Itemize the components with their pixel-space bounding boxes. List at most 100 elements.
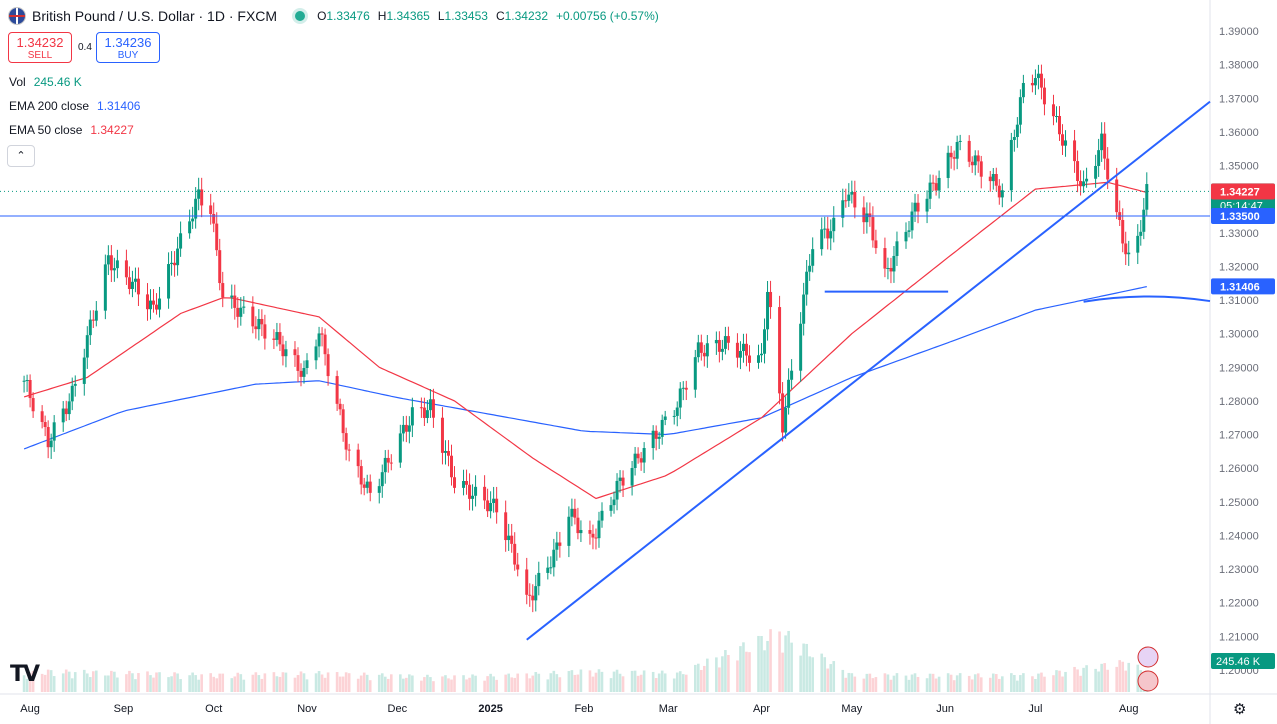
y-tick-label: 1.32000 bbox=[1219, 261, 1259, 273]
candle-body bbox=[976, 155, 980, 162]
candle-body bbox=[28, 379, 32, 399]
sell-button[interactable]: 1.34232 SELL bbox=[8, 32, 72, 63]
collapse-legend-button[interactable]: ⌃ bbox=[7, 145, 35, 167]
candle-body bbox=[212, 213, 216, 224]
volume-legend[interactable]: Vol 245.46 K bbox=[9, 75, 82, 89]
volume-bar bbox=[955, 675, 959, 692]
volume-bar bbox=[462, 675, 465, 692]
candle-body bbox=[949, 152, 953, 158]
candle-body bbox=[173, 262, 177, 266]
volume-bar bbox=[528, 678, 532, 692]
volume-bar bbox=[706, 658, 709, 692]
candle-body bbox=[305, 360, 309, 368]
candle-body bbox=[865, 213, 869, 223]
candle-body bbox=[197, 189, 201, 199]
volume-bar bbox=[1037, 673, 1040, 692]
candle-body bbox=[769, 291, 773, 308]
volume-bar bbox=[82, 669, 86, 692]
candle-body bbox=[573, 508, 577, 518]
volume-bar bbox=[1043, 676, 1046, 692]
candle-body bbox=[684, 387, 688, 390]
volume-bar bbox=[1055, 670, 1058, 692]
candle-body bbox=[1115, 179, 1119, 213]
candle-body bbox=[440, 417, 444, 453]
candle-body bbox=[660, 419, 664, 437]
ema50-legend[interactable]: EMA 50 close 1.34227 bbox=[9, 123, 134, 137]
candle-body bbox=[215, 223, 219, 251]
volume-bar bbox=[1016, 680, 1019, 692]
candle-body bbox=[615, 480, 619, 500]
volume-bar bbox=[326, 672, 330, 692]
volume-bar bbox=[405, 677, 408, 692]
candle-body bbox=[781, 393, 785, 433]
buy-button[interactable]: 1.34236 BUY bbox=[96, 32, 160, 63]
candle-body bbox=[380, 472, 384, 487]
buy-label: BUY bbox=[117, 50, 139, 61]
candle-body bbox=[717, 339, 721, 352]
candle-body bbox=[293, 349, 297, 356]
volume-bar bbox=[844, 677, 848, 692]
candle-body bbox=[766, 291, 770, 330]
volume-bar bbox=[510, 677, 513, 692]
y-tick-label: 1.39000 bbox=[1219, 26, 1259, 38]
candle-body bbox=[1030, 82, 1034, 86]
candle-body bbox=[302, 367, 306, 377]
volume-bar bbox=[386, 678, 390, 692]
candle-body bbox=[486, 500, 490, 512]
curve-line bbox=[1083, 295, 1211, 303]
volume-bar bbox=[799, 655, 802, 692]
candle-body bbox=[356, 449, 360, 467]
volume-bar bbox=[862, 678, 866, 692]
volume-bar bbox=[516, 673, 520, 692]
candle-body bbox=[925, 198, 929, 212]
tradingview-logo-icon[interactable]: TV bbox=[10, 662, 40, 687]
candle-body bbox=[1103, 133, 1107, 159]
volume-bar bbox=[338, 676, 342, 692]
volume-bar bbox=[128, 670, 131, 692]
volume-bar bbox=[64, 669, 68, 692]
volume-bar bbox=[871, 678, 875, 692]
volume-bar bbox=[73, 672, 77, 692]
volume-bar bbox=[787, 630, 790, 692]
volume-bar bbox=[236, 672, 240, 692]
candle-body bbox=[365, 481, 369, 488]
ema200-value: 1.31406 bbox=[97, 99, 141, 113]
candle-body bbox=[64, 408, 68, 415]
candle-body bbox=[1042, 87, 1046, 105]
volume-bar bbox=[739, 646, 742, 692]
volume-bar bbox=[49, 670, 53, 692]
volume-bar bbox=[952, 680, 956, 692]
volume-bar bbox=[46, 669, 50, 692]
volume-bar bbox=[347, 673, 351, 692]
volume-bar bbox=[432, 681, 435, 692]
symbol-title[interactable]: British Pound / U.S. Dollar · 1D · FXCM bbox=[32, 8, 278, 24]
volume-bar bbox=[504, 674, 507, 692]
candle-body bbox=[994, 174, 998, 186]
y-tick-label: 1.25000 bbox=[1219, 497, 1259, 509]
volume-bar bbox=[1136, 664, 1140, 692]
volume-bar bbox=[925, 678, 929, 692]
ema200-legend[interactable]: EMA 200 close 1.31406 bbox=[9, 99, 141, 113]
candle-body bbox=[136, 278, 140, 295]
volume-bar bbox=[1040, 672, 1043, 692]
candle-body bbox=[338, 403, 342, 410]
candle-body bbox=[1018, 97, 1022, 125]
price-label: 1.31406 bbox=[1220, 281, 1260, 293]
y-tick-label: 1.26000 bbox=[1219, 463, 1259, 475]
candle-body bbox=[443, 451, 447, 453]
y-tick-label: 1.22000 bbox=[1219, 598, 1259, 610]
candle-body bbox=[317, 333, 321, 347]
candle-body bbox=[191, 218, 195, 222]
candle-body bbox=[1073, 140, 1077, 162]
volume-bar bbox=[558, 677, 562, 692]
settings-gear-icon[interactable]: ⚙ bbox=[1233, 701, 1247, 718]
candle-body bbox=[723, 336, 727, 349]
volume-bar bbox=[468, 677, 471, 692]
candle-body bbox=[73, 383, 77, 386]
candle-body bbox=[988, 176, 992, 182]
candle-body bbox=[320, 333, 324, 335]
candle-body bbox=[176, 248, 180, 266]
volume-bar bbox=[805, 643, 808, 692]
candle-body bbox=[1139, 231, 1143, 236]
